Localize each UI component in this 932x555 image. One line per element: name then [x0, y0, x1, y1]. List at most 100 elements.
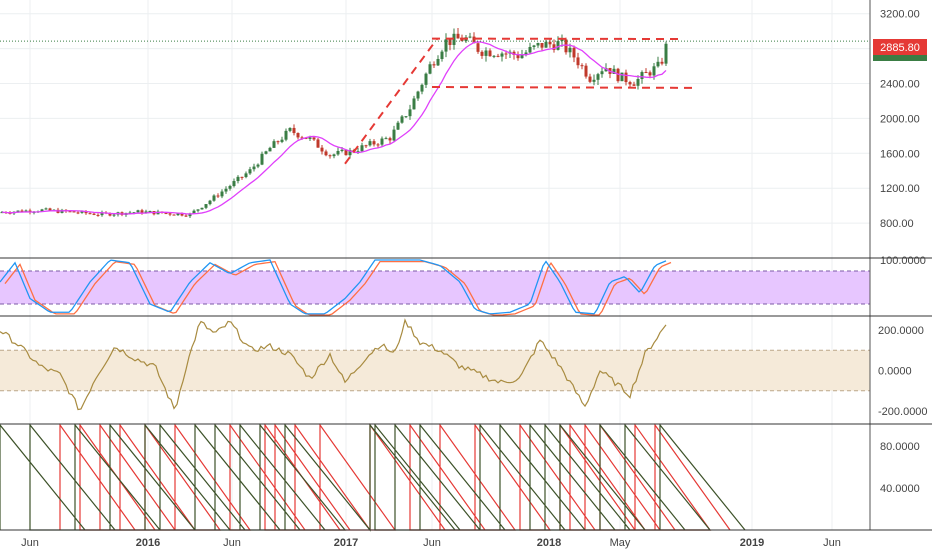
- price-tick-label: 1600.00: [880, 148, 920, 160]
- candle-down: [325, 151, 328, 155]
- candle-down: [389, 138, 392, 140]
- candle-up: [545, 42, 548, 48]
- time-tick-label: Jun: [823, 537, 841, 549]
- trend-line: [345, 39, 437, 164]
- candle-up: [429, 64, 432, 73]
- candle-down: [297, 133, 300, 137]
- candle-up: [281, 140, 284, 142]
- candle-up: [493, 56, 496, 57]
- candle-down: [321, 148, 324, 152]
- candle-up: [209, 201, 212, 204]
- price-tick-label: 1200.00: [880, 183, 920, 195]
- candle-up: [569, 48, 572, 52]
- candle-up: [637, 79, 640, 86]
- candle-down: [629, 82, 632, 84]
- candle-up: [237, 177, 240, 181]
- price-panel[interactable]: [0, 28, 870, 218]
- candle-up: [369, 141, 372, 145]
- candle-down: [497, 56, 500, 57]
- last-price-label: 2885.80: [880, 42, 920, 54]
- candle-down: [317, 139, 320, 147]
- candle-up: [657, 62, 660, 66]
- price-tick-label: 3200.00: [880, 9, 920, 21]
- candle-up: [537, 43, 540, 45]
- candle-down: [373, 141, 376, 144]
- candle-up: [249, 169, 252, 173]
- candle-down: [449, 39, 452, 45]
- candle-down: [93, 214, 96, 215]
- candle-up: [261, 154, 264, 165]
- candle-down: [329, 155, 332, 156]
- candle-up: [45, 208, 48, 209]
- cci-panel[interactable]: [0, 320, 870, 410]
- candle-down: [217, 196, 220, 197]
- candle-up: [149, 211, 152, 212]
- time-tick-label: 2017: [334, 537, 358, 549]
- candle-up: [341, 150, 344, 151]
- candle-down: [589, 77, 592, 82]
- candle-down: [633, 84, 636, 85]
- candle-up: [441, 52, 444, 59]
- candle-up: [333, 154, 336, 156]
- candle-up: [665, 44, 668, 64]
- candle-down: [377, 144, 380, 145]
- candle-down: [169, 213, 172, 214]
- stochastic-panel[interactable]: [0, 260, 870, 315]
- support-line: [432, 87, 693, 88]
- candle-down: [577, 57, 580, 65]
- aroon-panel[interactable]: [0, 425, 745, 530]
- candle-up: [381, 139, 384, 145]
- candle-down: [477, 43, 480, 52]
- candle-down: [573, 48, 576, 58]
- candle-up: [309, 137, 312, 138]
- candle-up: [597, 74, 600, 80]
- candle-up: [201, 208, 204, 210]
- candle-down: [625, 73, 628, 82]
- candle-up: [197, 209, 200, 210]
- price-tick-label: 2400.00: [880, 79, 920, 91]
- candle-up: [601, 71, 604, 74]
- candle-down: [433, 64, 436, 65]
- candle-up: [229, 186, 232, 189]
- candle-down: [313, 137, 316, 139]
- candle-up: [501, 54, 504, 57]
- candle-up: [225, 189, 228, 192]
- candle-down: [585, 66, 588, 77]
- candle-down: [505, 54, 508, 55]
- candle-up: [205, 204, 208, 208]
- candle-up: [397, 123, 400, 130]
- candle-down: [457, 34, 460, 39]
- candle-down: [365, 145, 368, 146]
- candle-down: [489, 50, 492, 56]
- time-tick-label: Jun: [223, 537, 241, 549]
- candle-up: [653, 66, 656, 75]
- candle-up: [289, 128, 292, 131]
- cci-tick-label: -200.0000: [878, 406, 928, 418]
- aroon-tick-label: 40.0000: [880, 483, 920, 495]
- candle-up: [253, 167, 256, 170]
- time-tick-label: 2016: [136, 537, 160, 549]
- candle-up: [245, 173, 248, 177]
- candle-down: [173, 215, 176, 216]
- time-tick-label: 2018: [537, 537, 561, 549]
- candle-up: [437, 59, 440, 65]
- candle-up: [221, 192, 224, 197]
- time-tick-label: Jun: [21, 537, 39, 549]
- candle-up: [269, 148, 272, 151]
- candle-up: [469, 37, 472, 38]
- candle-up: [425, 74, 428, 85]
- price-tick-label: 800.00: [880, 218, 914, 230]
- cci-band: [0, 350, 870, 390]
- candle-up: [417, 92, 420, 99]
- cci-tick-label: 0.0000: [878, 366, 912, 378]
- time-tick-label: May: [610, 537, 631, 549]
- time-tick-label: 2019: [740, 537, 764, 549]
- candle-down: [97, 215, 100, 216]
- aroon-tick-label: 80.0000: [880, 441, 920, 453]
- candle-up: [285, 131, 288, 140]
- candle-up: [273, 141, 276, 148]
- candle-down: [49, 208, 52, 210]
- candle-up: [337, 151, 340, 154]
